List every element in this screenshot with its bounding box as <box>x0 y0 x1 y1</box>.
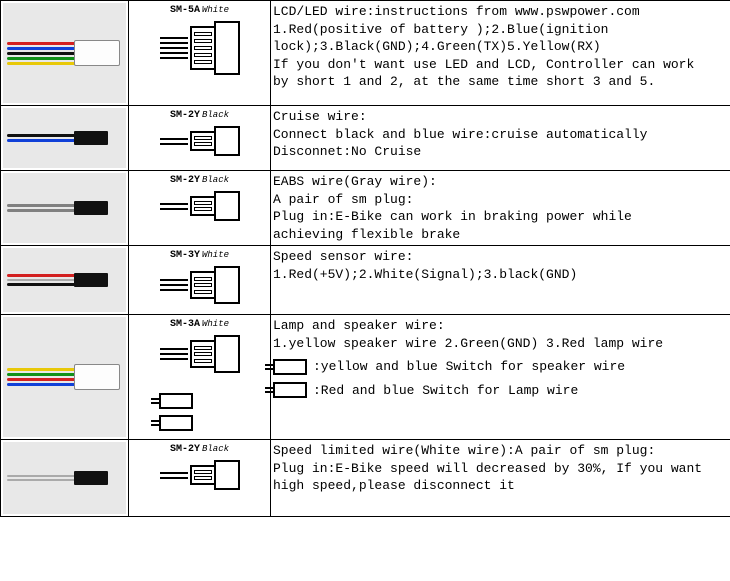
switch-icon <box>273 382 307 398</box>
desc-line: Plug in:E-Bike can work in braking power… <box>273 208 728 226</box>
desc-line: lock);3.Black(GND);4.Green(TX)5.Yellow(R… <box>273 38 728 56</box>
diagram-label: SM-2YBlack <box>170 110 229 121</box>
description-cell: Speed limited wire(White wire):A pair of… <box>271 440 730 517</box>
diagram-cell: SM-2YBlack <box>129 440 271 517</box>
row-lcd-led: SM-5AWhite LCD/LED wire:instructions from… <box>1 1 730 106</box>
desc-line: 1.Red(+5V);2.White(Signal);3.black(GND) <box>273 266 728 284</box>
diagram-cell: SM-5AWhite <box>129 1 271 106</box>
desc-line: Speed limited wire(White wire):A pair of… <box>273 442 728 460</box>
desc-line: by short 1 and 2, at the same time short… <box>273 73 728 91</box>
description-cell: Cruise wire:Connect black and blue wire:… <box>271 106 730 171</box>
photo-cell <box>1 1 129 106</box>
diagram-cell: SM-3AWhite <box>129 315 271 440</box>
desc-line: EABS wire(Gray wire): <box>273 173 728 191</box>
desc-line: Disconnet:No Cruise <box>273 143 728 161</box>
switch-desc-line: :Red and blue Switch for Lamp wire <box>273 382 728 400</box>
desc-line: LCD/LED wire:instructions from www.pswpo… <box>273 3 728 21</box>
row-lamp-speaker: SM-3AWhite Lamp and speaker wire:1.yellow… <box>1 315 730 440</box>
desc-line: Speed sensor wire: <box>273 248 728 266</box>
diagram-label: SM-2YBlack <box>170 444 229 455</box>
connector-table: SM-5AWhite LCD/LED wire:instructions from… <box>0 0 730 517</box>
diagram-cell: SM-2YBlack <box>129 171 271 246</box>
desc-line: If you don't want use LED and LCD, Contr… <box>273 56 728 74</box>
diagram-label: SM-5AWhite <box>170 5 229 16</box>
row-speed-sensor: SM-3YWhite Speed sensor wire:1.Red(+5V);2… <box>1 246 730 315</box>
photo-cell <box>1 440 129 517</box>
diagram-label: SM-3YWhite <box>170 250 229 261</box>
desc-line: A pair of sm plug: <box>273 191 728 209</box>
switch-icon <box>273 359 307 375</box>
description-cell: Speed sensor wire:1.Red(+5V);2.White(Sig… <box>271 246 730 315</box>
desc-line: Plug in:E-Bike speed will decreased by 3… <box>273 460 728 478</box>
photo-cell <box>1 106 129 171</box>
description-cell: EABS wire(Gray wire):A pair of sm plug:P… <box>271 171 730 246</box>
photo-cell <box>1 171 129 246</box>
diagram-cell: SM-3YWhite <box>129 246 271 315</box>
desc-line: high speed,please disconnect it <box>273 477 728 495</box>
desc-line: Connect black and blue wire:cruise autom… <box>273 126 728 144</box>
row-speed-limited: SM-2YBlack Speed limited wire(White wire)… <box>1 440 730 517</box>
diagram-label: SM-3AWhite <box>170 319 229 330</box>
description-cell: LCD/LED wire:instructions from www.pswpo… <box>271 1 730 106</box>
desc-line: Lamp and speaker wire: <box>273 317 728 335</box>
photo-cell <box>1 246 129 315</box>
row-cruise: SM-2YBlack Cruise wire:Connect black and … <box>1 106 730 171</box>
row-eabs: SM-2YBlack EABS wire(Gray wire):A pair of… <box>1 171 730 246</box>
switch-desc-line: :yellow and blue Switch for speaker wire <box>273 358 728 376</box>
diagram-label: SM-2YBlack <box>170 175 229 186</box>
description-cell: Lamp and speaker wire:1.yellow speaker w… <box>271 315 730 440</box>
desc-line: 1.yellow speaker wire 2.Green(GND) 3.Red… <box>273 335 728 353</box>
desc-line: Cruise wire: <box>273 108 728 126</box>
desc-line: achieving flexible brake <box>273 226 728 244</box>
desc-line: 1.Red(positive of battery );2.Blue(ignit… <box>273 21 728 39</box>
photo-cell <box>1 315 129 440</box>
diagram-cell: SM-2YBlack <box>129 106 271 171</box>
